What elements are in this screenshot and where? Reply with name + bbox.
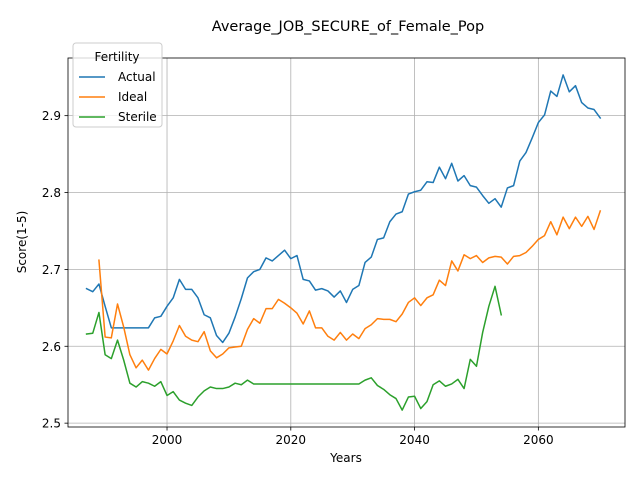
legend: Fertility Actual Ideal Sterile [72, 42, 163, 128]
legend-title: Fertility [94, 50, 139, 64]
series-layer [85, 74, 602, 411]
y-axis: 2.5 2.6 2.7 2.8 2.9 [42, 109, 68, 431]
x-axis-label: Years [329, 451, 362, 465]
y-axis-label: Score(1-5) [15, 211, 29, 274]
y-tick-label: 2.9 [42, 109, 61, 123]
x-tick-label: 2000 [152, 433, 183, 447]
y-tick-label: 2.7 [42, 263, 61, 277]
chart-title: Average_JOB_SECURE_of_Female_Pop [212, 19, 484, 35]
x-tick-label: 2060 [523, 433, 554, 447]
legend-label-sterile: Sterile [118, 110, 157, 124]
legend-label-actual: Actual [118, 70, 156, 84]
x-tick-label: 2040 [399, 433, 430, 447]
y-tick-label: 2.5 [42, 417, 61, 431]
y-tick-label: 2.8 [42, 186, 61, 200]
x-axis: 2000 2020 2040 2060 [152, 427, 554, 447]
y-tick-label: 2.6 [42, 340, 61, 354]
x-tick-label: 2020 [276, 433, 307, 447]
series-line-actual [85, 74, 602, 344]
series-line-sterile [85, 285, 503, 411]
legend-label-ideal: Ideal [118, 90, 147, 104]
series-line-ideal [98, 210, 602, 371]
legend-box [72, 42, 163, 128]
plot-frame [67, 57, 626, 428]
